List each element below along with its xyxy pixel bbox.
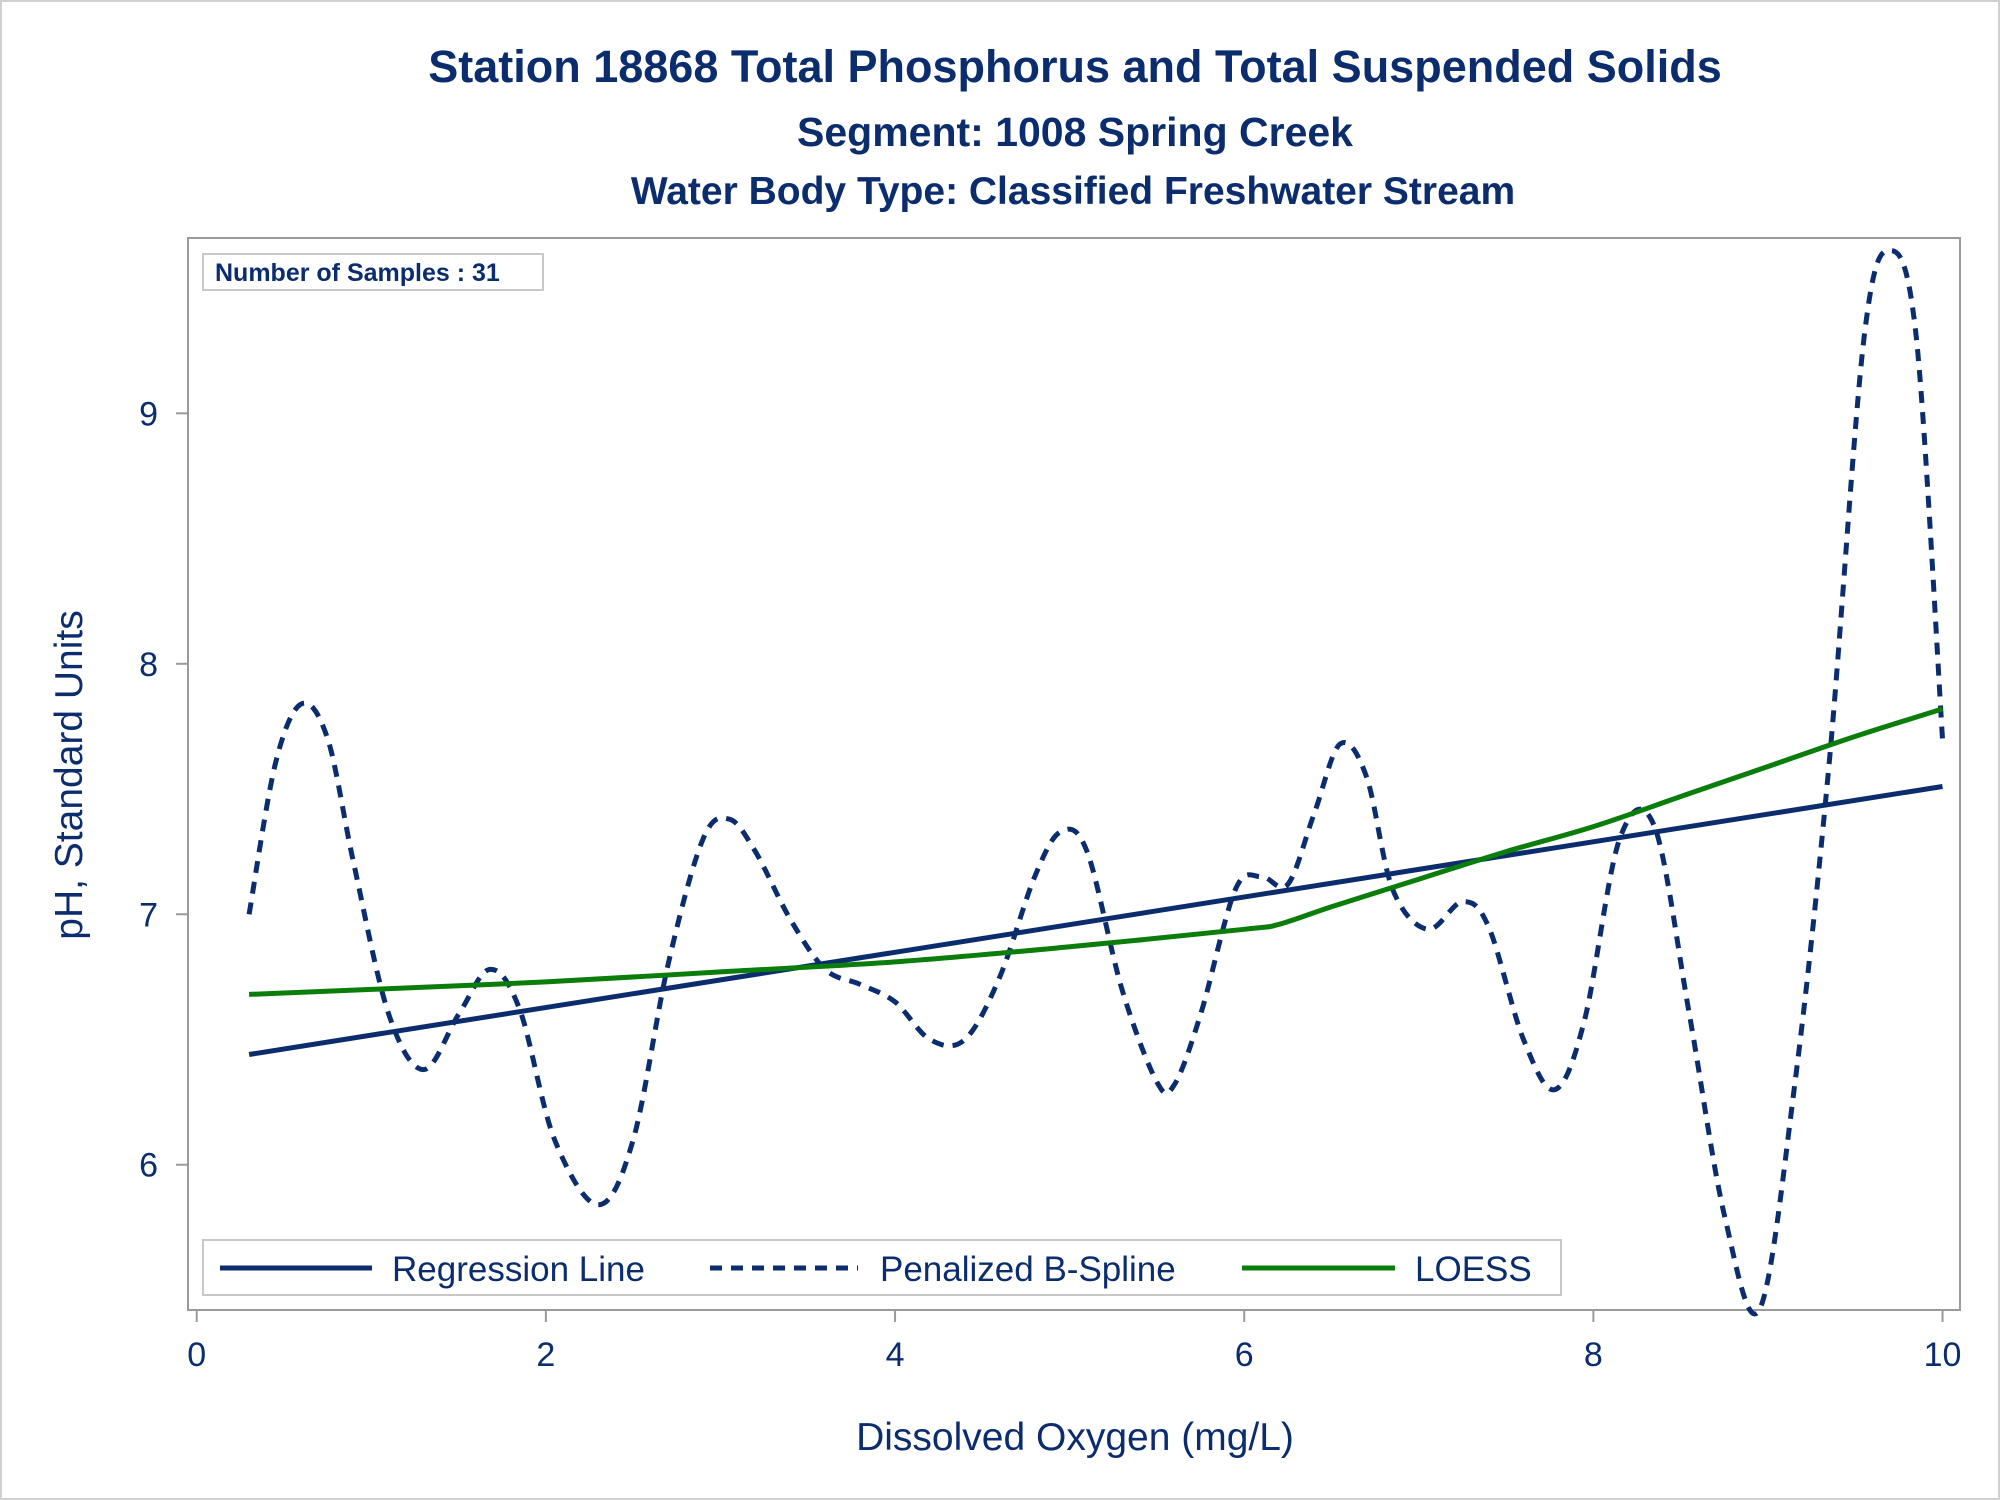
- chart-title: Station 18868 Total Phosphorus and Total…: [428, 41, 1722, 92]
- x-tick-label: 10: [1924, 1336, 1962, 1374]
- x-tick-label: 6: [1235, 1336, 1254, 1374]
- y-tick-label: 8: [139, 646, 158, 684]
- series-layer: [246, 248, 1945, 1317]
- y-tick-label: 9: [139, 395, 158, 433]
- y-axis: 6 7 8 9: [139, 395, 188, 1185]
- series-line-penalized-b-spline: [246, 248, 1945, 1317]
- sample-count-box: [202, 253, 544, 291]
- plot-area: [187, 237, 1961, 1311]
- x-tick-label: 2: [536, 1336, 555, 1374]
- legend-label-regression-line: Regression Line: [392, 1250, 645, 1289]
- y-tick-label: 6: [139, 1147, 158, 1185]
- legend-label-loess: LOESS: [1415, 1250, 1532, 1289]
- x-axis-label: Dissolved Oxygen (mg/L): [856, 1416, 1294, 1459]
- x-axis: 0 2 4 6 8 10: [187, 1310, 1961, 1374]
- sample-count-annotation: Number of Samples : 31: [215, 259, 500, 287]
- chart-subtitle: Segment: 1008 Spring Creek: [797, 109, 1353, 155]
- legend: Regression Line Penalized B-Spline LOESS: [202, 1239, 1562, 1296]
- x-tick-label: 4: [886, 1336, 905, 1374]
- series-line-loess: [249, 706, 1944, 997]
- chart-subtitle-2: Water Body Type: Classified Freshwater S…: [631, 170, 1515, 213]
- x-tick-label: 8: [1584, 1336, 1603, 1374]
- y-tick-label: 7: [139, 896, 158, 934]
- y-axis-label: pH, Standard Units: [48, 610, 91, 940]
- series-line-regression-line: [248, 784, 1943, 1057]
- legend-label-penalized-b-spline: Penalized B-Spline: [880, 1250, 1176, 1289]
- x-tick-label: 0: [187, 1336, 206, 1374]
